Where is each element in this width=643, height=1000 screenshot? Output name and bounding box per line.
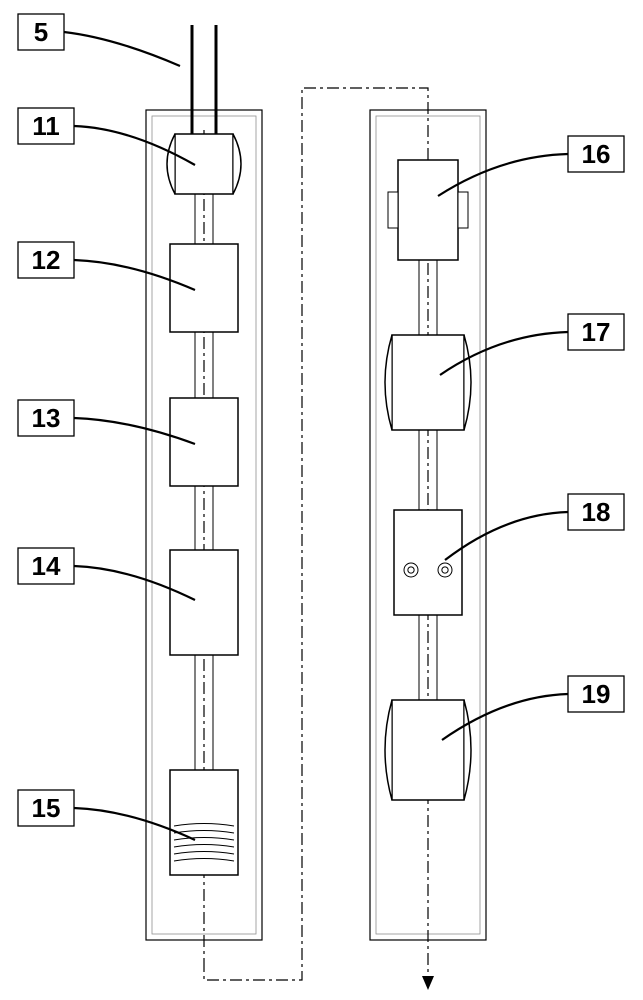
label-text-14: 14 xyxy=(32,551,61,581)
label-text-18: 18 xyxy=(582,497,611,527)
component-17 xyxy=(392,335,464,430)
label-text-17: 17 xyxy=(582,317,611,347)
component-19-bulge-right xyxy=(464,700,471,800)
component-19-bulge-left xyxy=(385,700,392,800)
technical-diagram: 5 11 12 13 14 15 16 17 18 19 xyxy=(0,0,643,1000)
component-19 xyxy=(392,700,464,800)
arrow-down-icon xyxy=(422,976,434,990)
component-12 xyxy=(170,244,238,332)
component-16-flange-left xyxy=(388,192,398,228)
component-11-bulge-right xyxy=(233,134,241,194)
label-text-13: 13 xyxy=(32,403,61,433)
component-17-bulge-left xyxy=(385,335,392,430)
component-14 xyxy=(170,550,238,655)
label-text-19: 19 xyxy=(582,679,611,709)
label-text-5: 5 xyxy=(34,17,48,47)
leadline-5 xyxy=(64,32,180,66)
leadline-18 xyxy=(445,512,568,560)
component-11 xyxy=(175,134,233,194)
component-18 xyxy=(394,510,462,615)
component-11-bulge-left xyxy=(167,134,175,194)
label-text-11: 11 xyxy=(32,111,60,141)
component-13 xyxy=(170,398,238,486)
component-15 xyxy=(170,770,238,875)
component-16 xyxy=(398,160,458,260)
label-text-12: 12 xyxy=(32,245,61,275)
label-text-15: 15 xyxy=(32,793,61,823)
component-17-bulge-right xyxy=(464,335,471,430)
label-text-16: 16 xyxy=(582,139,611,169)
component-16-flange-right xyxy=(458,192,468,228)
